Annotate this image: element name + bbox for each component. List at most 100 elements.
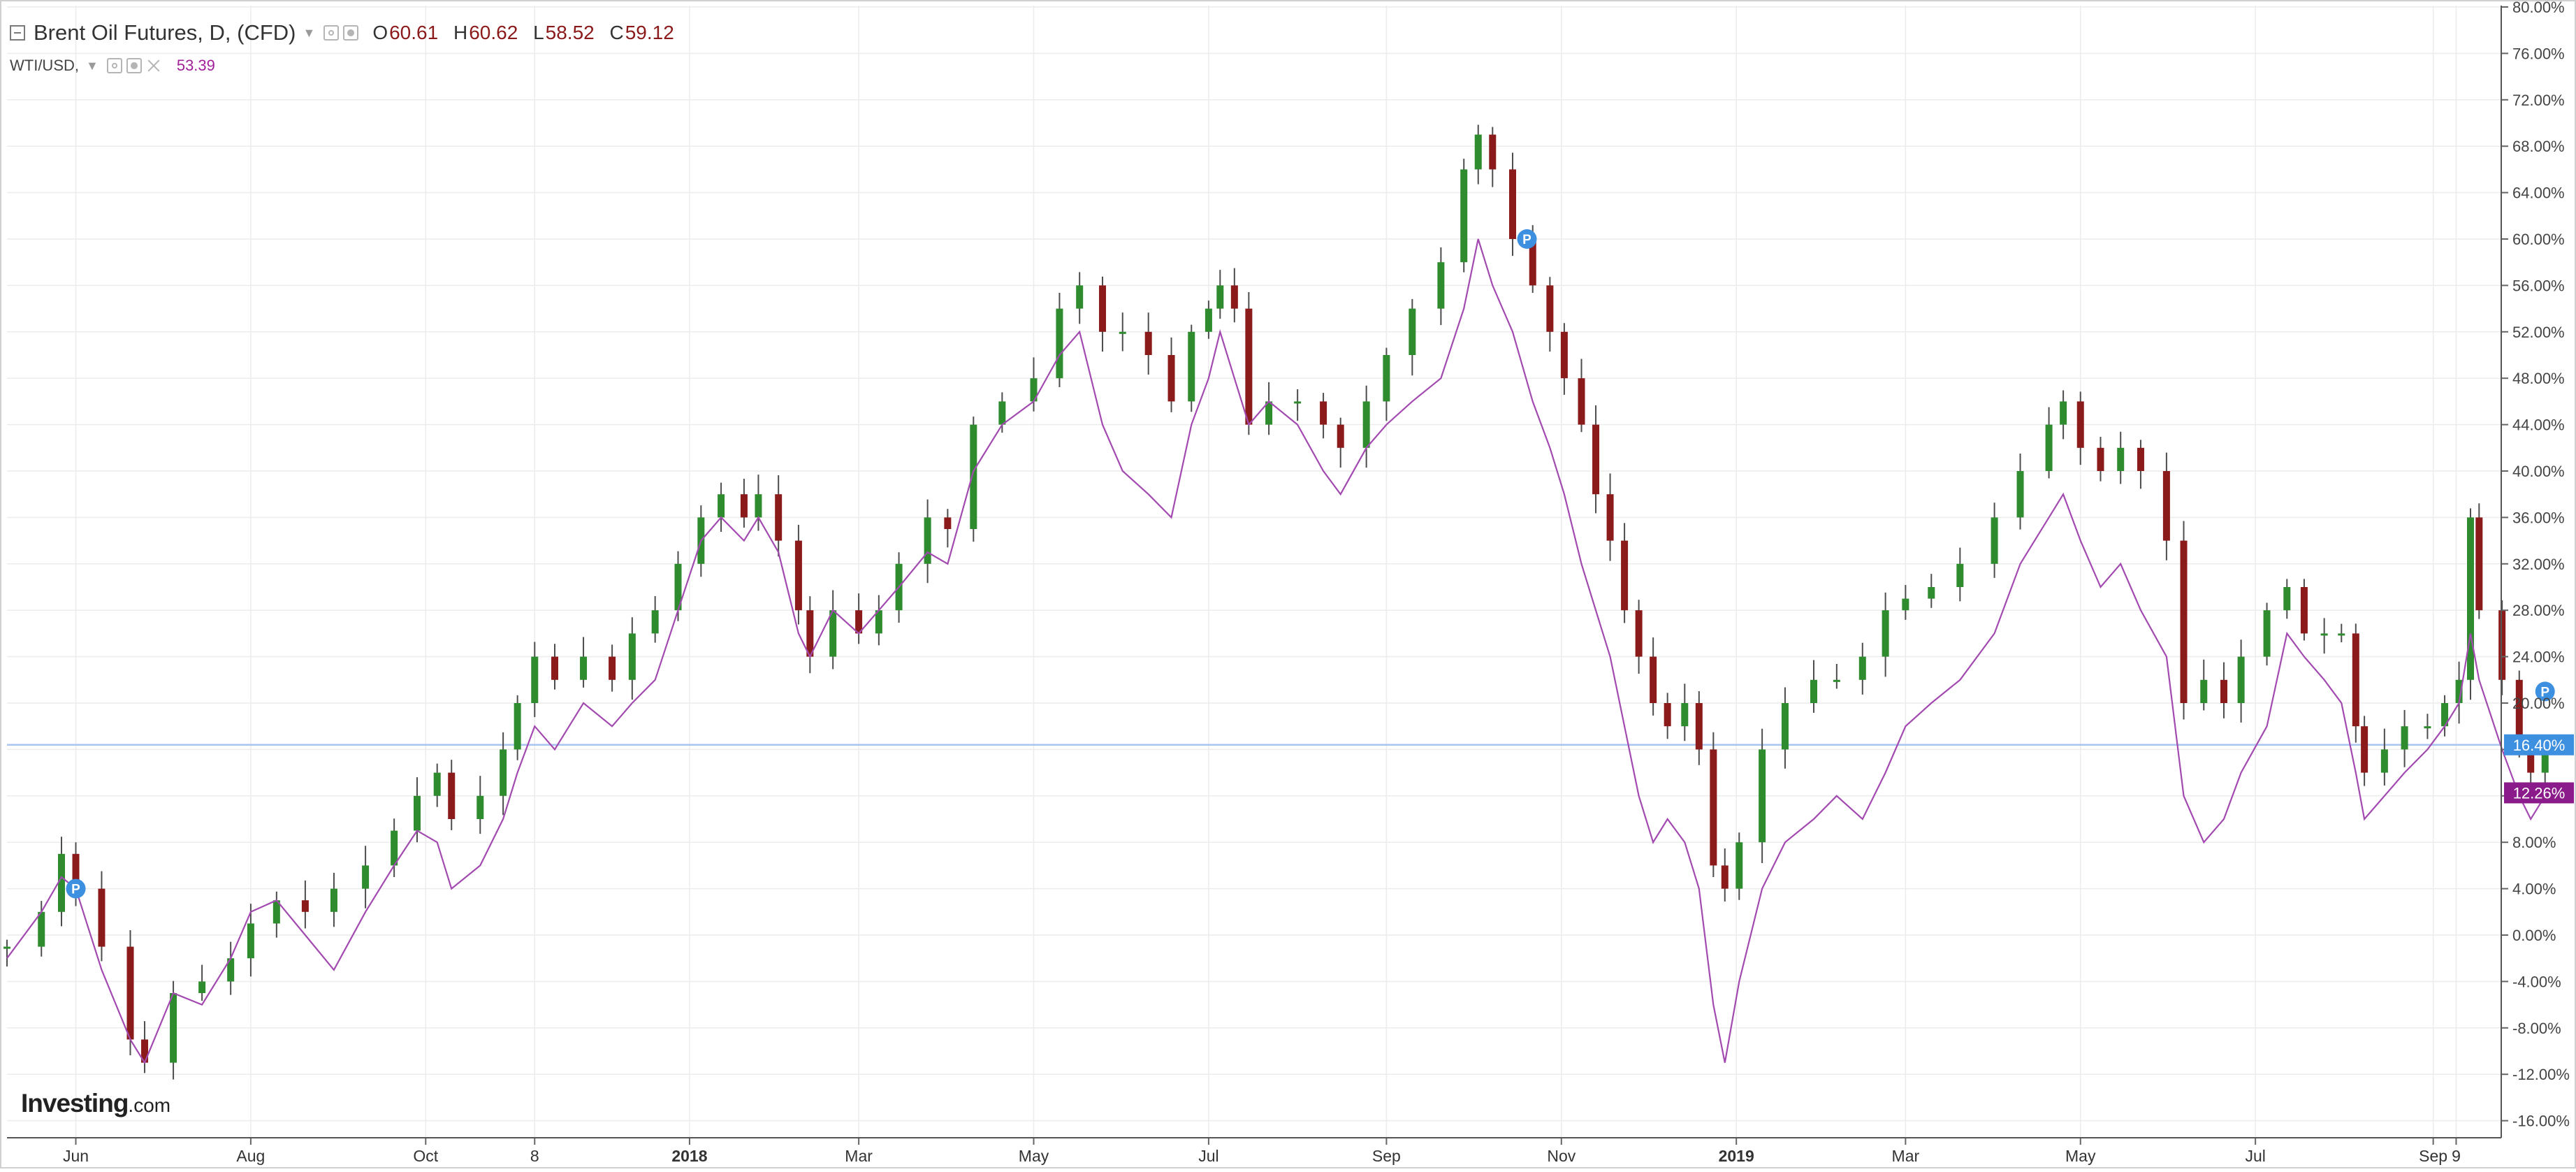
candle-body (1216, 285, 1224, 309)
candle (829, 590, 837, 670)
candle (1383, 347, 1390, 421)
p-marker-label: P (2540, 685, 2549, 700)
candle-body (72, 853, 80, 889)
legend-main-row: Brent Oil Futures, D, (CFD) ▼ O60.61 H60… (10, 15, 684, 50)
collapse-icon[interactable] (10, 25, 25, 41)
y-tick-label: 60.00% (2512, 231, 2565, 248)
p-marker-icon[interactable]: P (66, 878, 86, 899)
candle (2162, 452, 2170, 560)
candle-body (1882, 610, 1889, 657)
p-marker-icon[interactable]: P (2535, 681, 2555, 702)
candle-body (580, 656, 588, 680)
candle-body (2220, 679, 2227, 703)
candle (1205, 301, 1212, 339)
compare-line-layer (6, 238, 2546, 1065)
y-tick-label: 20.00% (2512, 695, 2565, 712)
candle (1099, 276, 1107, 352)
candle (1056, 293, 1063, 388)
caret-down-icon[interactable]: ▼ (303, 25, 316, 40)
y-tick-label: -8.00% (2512, 1020, 2561, 1037)
y-tick-label: 40.00% (2512, 463, 2565, 480)
candle-body (1188, 331, 1195, 402)
x-tick-label: 9 (2452, 1147, 2461, 1165)
candle-body (1578, 378, 1585, 425)
y-tick-label: 64.00% (2512, 185, 2565, 202)
candle-body (1294, 401, 1302, 404)
main-symbol-title[interactable]: Brent Oil Futures, D, (CFD) (34, 20, 296, 45)
compare-eye-icon[interactable] (106, 58, 122, 73)
candle-body (551, 656, 559, 680)
candle (2220, 662, 2227, 718)
candle-body (2455, 679, 2463, 703)
candle-body (2380, 749, 2388, 773)
candle (514, 695, 521, 760)
candle-body (998, 401, 1006, 425)
candle-body (1167, 355, 1175, 402)
candle-body (970, 424, 977, 529)
candle (855, 593, 863, 644)
candle (1546, 277, 1554, 352)
candle-body (855, 610, 863, 634)
candle-body (1928, 587, 1935, 599)
candle (2380, 728, 2388, 786)
y-tick-label: 56.00% (2512, 277, 2565, 294)
compare-series-line (6, 238, 2546, 1065)
low-label: L (533, 22, 544, 43)
y-tick-label: 32.00% (2512, 556, 2565, 573)
candle-body (2180, 540, 2188, 703)
candle-body (2338, 633, 2345, 636)
ohlc-values: O60.61 H60.62 L58.52 C59.12 (372, 22, 683, 44)
candle (775, 475, 783, 557)
candle-body (1781, 703, 1789, 750)
gear-icon[interactable] (343, 25, 359, 41)
candle (1030, 357, 1038, 412)
x-tick-label: Oct (413, 1147, 438, 1165)
marker-layer: P P P (66, 229, 2555, 899)
eye-icon[interactable] (323, 25, 340, 41)
compare-caret-down-icon[interactable]: ▼ (86, 58, 99, 73)
candle-body (2361, 726, 2368, 773)
p-marker-icon[interactable]: P (1517, 229, 1537, 249)
candle-body (391, 830, 398, 866)
candle-body (476, 795, 484, 819)
candle-body (2300, 587, 2308, 634)
candle (1337, 417, 1344, 468)
compare-symbol-title[interactable]: WTI/USD, (10, 57, 79, 74)
candle (1362, 385, 1370, 468)
investing-logo: Investing.com (21, 1089, 170, 1118)
y-tick-label: 24.00% (2512, 649, 2565, 666)
candle-body (829, 610, 837, 657)
x-tick-label: May (1019, 1147, 1049, 1165)
candle-body (1681, 703, 1689, 727)
x-tick-label: Mar (845, 1147, 873, 1165)
candle (740, 479, 748, 528)
candle-body (1509, 169, 1517, 239)
candle (1710, 732, 1717, 878)
candle (875, 595, 882, 646)
logo-suffix: .com (128, 1094, 171, 1116)
candle-body (2016, 471, 2024, 518)
candle-body (227, 958, 235, 982)
candle (1735, 832, 1743, 900)
candle-body (1621, 540, 1629, 611)
candle-body (1991, 517, 1998, 564)
candle (38, 901, 45, 957)
candle-body (1409, 308, 1416, 355)
candle-body (1664, 703, 1671, 727)
candle-body (718, 494, 725, 518)
candle (2237, 639, 2245, 723)
candle-body (1810, 679, 1818, 703)
candle-body (2117, 447, 2125, 471)
candle (1681, 683, 1689, 741)
candle (2016, 453, 2024, 530)
candle-body (126, 946, 134, 1040)
candle (1650, 637, 1657, 716)
candle (2263, 602, 2271, 666)
candle-body (806, 610, 814, 657)
legend-compare-row: WTI/USD, ▼ 53.39 (10, 52, 684, 80)
compare-gear-icon[interactable] (126, 58, 142, 73)
candle (1606, 473, 1614, 561)
compare-close-icon[interactable] (146, 58, 161, 73)
